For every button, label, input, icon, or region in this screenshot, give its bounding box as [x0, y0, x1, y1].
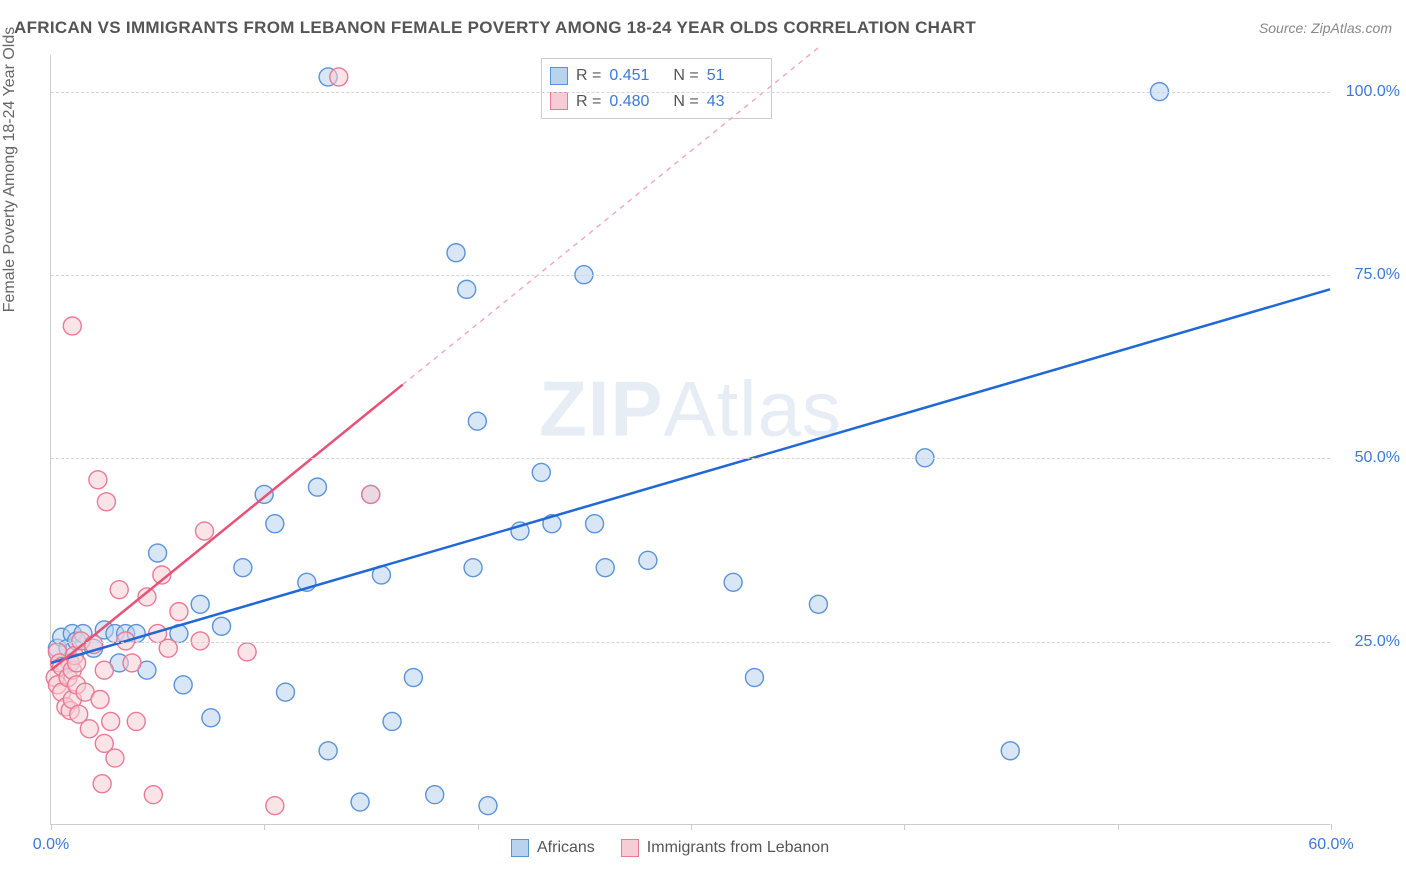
- data-point: [91, 691, 109, 709]
- data-point: [144, 786, 162, 804]
- data-point: [127, 712, 145, 730]
- data-point: [266, 515, 284, 533]
- data-point: [97, 493, 115, 511]
- x-tick-label: 0.0%: [33, 836, 69, 854]
- data-point: [276, 683, 294, 701]
- data-point: [202, 709, 220, 727]
- gridline: [51, 92, 1330, 93]
- legend-swatch: [621, 839, 639, 857]
- data-point: [383, 712, 401, 730]
- data-point: [639, 551, 657, 569]
- data-point: [213, 617, 231, 635]
- data-point: [362, 485, 380, 503]
- source-attribution: Source: ZipAtlas.com: [1259, 20, 1392, 36]
- y-axis-label: Female Poverty Among 18-24 Year Olds: [1, 27, 19, 313]
- data-point: [426, 786, 444, 804]
- data-point: [191, 595, 209, 613]
- x-tick: [51, 824, 52, 830]
- data-point: [458, 280, 476, 298]
- trend-line-extension: [403, 48, 819, 385]
- legend-item: Africans: [511, 839, 595, 857]
- chart-title: AFRICAN VS IMMIGRANTS FROM LEBANON FEMAL…: [14, 18, 976, 38]
- data-point: [447, 244, 465, 262]
- data-point: [195, 522, 213, 540]
- data-point: [106, 749, 124, 767]
- y-tick-label: 75.0%: [1340, 266, 1400, 284]
- plot-svg: [51, 55, 1330, 824]
- y-tick-label: 50.0%: [1340, 449, 1400, 467]
- data-point: [123, 654, 141, 672]
- data-point: [351, 793, 369, 811]
- x-tick: [478, 824, 479, 830]
- data-point: [110, 581, 128, 599]
- correlation-chart: AFRICAN VS IMMIGRANTS FROM LEBANON FEMAL…: [0, 0, 1406, 892]
- y-tick-label: 100.0%: [1340, 83, 1400, 101]
- x-tick: [264, 824, 265, 830]
- data-point: [149, 544, 167, 562]
- legend-swatch: [511, 839, 529, 857]
- data-point: [319, 742, 337, 760]
- data-point: [63, 317, 81, 335]
- data-point: [330, 68, 348, 86]
- data-point: [464, 559, 482, 577]
- data-point: [1001, 742, 1019, 760]
- data-point: [170, 603, 188, 621]
- x-tick: [1118, 824, 1119, 830]
- data-point: [93, 775, 111, 793]
- legend-label: Africans: [537, 839, 595, 857]
- data-point: [102, 712, 120, 730]
- data-point: [468, 412, 486, 430]
- data-point: [724, 573, 742, 591]
- data-point: [174, 676, 192, 694]
- x-tick: [691, 824, 692, 830]
- legend-item: Immigrants from Lebanon: [621, 839, 829, 857]
- data-point: [80, 720, 98, 738]
- data-point: [238, 643, 256, 661]
- trend-line: [51, 289, 1330, 663]
- series-legend: Africans Immigrants from Lebanon: [511, 839, 829, 857]
- data-point: [89, 471, 107, 489]
- data-point: [745, 669, 763, 687]
- data-point: [596, 559, 614, 577]
- data-point: [586, 515, 604, 533]
- data-point: [532, 463, 550, 481]
- data-point: [234, 559, 252, 577]
- gridline: [51, 642, 1330, 643]
- data-point: [479, 797, 497, 815]
- plot-area: ZIPAtlas R =0.451N =51R =0.480N =43 Afri…: [50, 55, 1330, 825]
- gridline: [51, 458, 1330, 459]
- x-tick-label: 60.0%: [1308, 836, 1353, 854]
- y-tick-label: 25.0%: [1340, 633, 1400, 651]
- gridline: [51, 275, 1330, 276]
- x-tick: [1331, 824, 1332, 830]
- data-point: [266, 797, 284, 815]
- data-point: [404, 669, 422, 687]
- data-point: [308, 478, 326, 496]
- legend-label: Immigrants from Lebanon: [647, 839, 829, 857]
- x-tick: [904, 824, 905, 830]
- data-point: [95, 661, 113, 679]
- data-point: [809, 595, 827, 613]
